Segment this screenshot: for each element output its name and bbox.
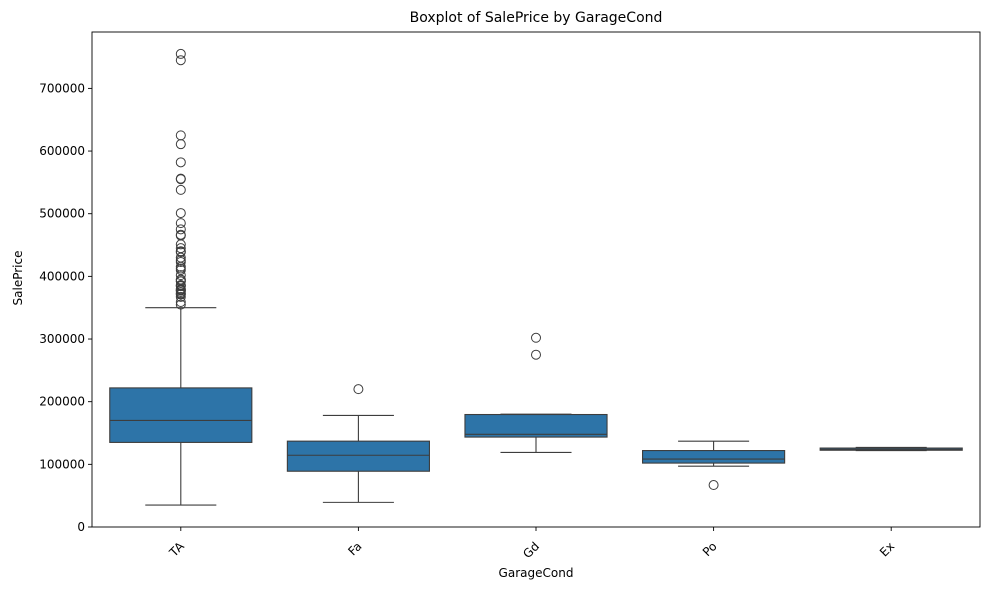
y-tick-label: 0 (77, 520, 85, 534)
outlier-point (175, 218, 186, 229)
y-tick-label: 500000 (39, 207, 85, 221)
y-axis-label: SalePrice (11, 251, 25, 306)
outlier-point (175, 157, 186, 168)
outlier-point (531, 349, 541, 360)
outlier-point (175, 270, 186, 281)
outlier-point (175, 174, 186, 185)
outlier-point (175, 48, 186, 59)
outlier-point (708, 480, 719, 491)
outlier-point (175, 256, 186, 267)
outlier-point (175, 55, 186, 66)
y-tick-label: 400000 (39, 269, 85, 283)
outlier-point (175, 296, 186, 307)
outlier-point (175, 239, 186, 250)
outlier-point (175, 130, 186, 141)
y-tick-label: 600000 (39, 144, 85, 158)
x-tick-label: Gd (520, 539, 542, 561)
x-tick-label: TA (166, 539, 187, 560)
outlier-point (175, 289, 186, 300)
outlier-point (175, 224, 186, 235)
outlier-point (175, 291, 186, 302)
plot-area: 0 100000 200000 300000 400000 500000 600000 700… (39, 31, 981, 561)
outlier-point (175, 184, 186, 195)
x-axis-label: GarageCond (499, 566, 574, 580)
outlier-point (175, 247, 186, 258)
box-Fa (286, 440, 430, 472)
y-tick-label: 100000 (39, 457, 85, 471)
box-Gd (464, 413, 608, 438)
y-tick-label: 300000 (39, 332, 85, 346)
outlier-point (175, 208, 186, 219)
outlier-point (175, 139, 186, 150)
box-Po (642, 450, 786, 464)
outlier-point (175, 299, 186, 310)
x-tick-label: Fa (345, 539, 364, 558)
x-tick-label: Po (700, 539, 720, 559)
chart-title: Boxplot of SalePrice by GarageCond (410, 10, 663, 26)
y-tick-label: 700000 (39, 81, 85, 95)
y-tick-label: 200000 (39, 395, 85, 409)
outlier-point (353, 384, 364, 395)
x-tick-label: Ex (877, 539, 897, 559)
outlier-point (531, 332, 541, 343)
box-TA (109, 387, 253, 443)
